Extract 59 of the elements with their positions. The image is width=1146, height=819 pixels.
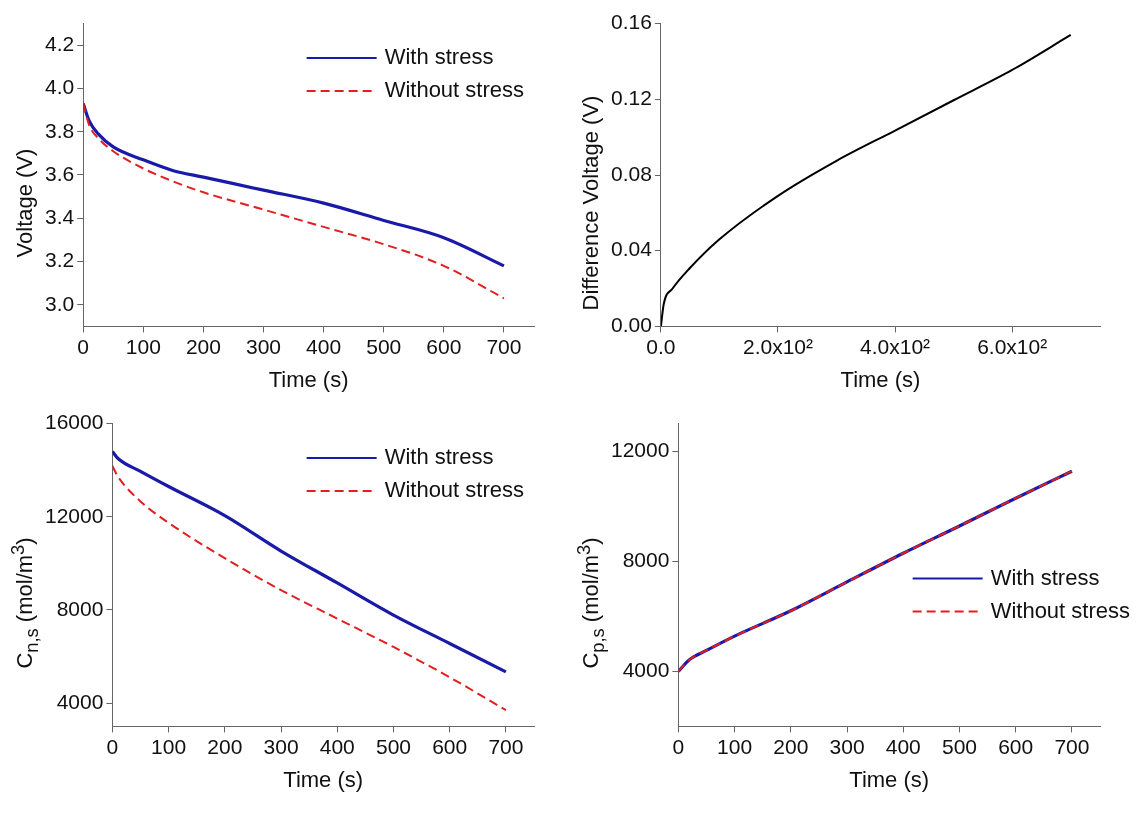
y-tick-label: 12000: [610, 437, 670, 461]
x-tick-label: 300: [263, 734, 299, 758]
y-tick-label: 4000: [622, 658, 670, 682]
x-tick-label: 600: [426, 334, 462, 358]
x-tick-label: 0: [77, 334, 90, 358]
x-axis-title: Time (s): [268, 366, 349, 392]
legend-label: Without stress: [384, 477, 525, 503]
y-tick-label: 0.00: [611, 313, 652, 337]
x-tick-label: 400: [306, 334, 342, 358]
y-tick-label: 0.08: [611, 161, 652, 185]
y-tick-label: 4.0: [44, 75, 75, 99]
x-tick-label: 4.0x10²: [860, 334, 931, 358]
y-tick-label: 4000: [56, 689, 104, 713]
x-tick-label: 500: [941, 734, 977, 758]
y-tick-label: 4.2: [44, 32, 75, 56]
x-tick-label: 6.0x10²: [977, 334, 1048, 358]
x-tick-label: 0: [672, 734, 685, 758]
y-tick-label: 3.6: [44, 161, 75, 185]
x-tick-label: 400: [319, 734, 355, 758]
legend-label: With stress: [384, 44, 494, 70]
x-tick-label: 100: [125, 334, 161, 358]
legend-label: With stress: [384, 444, 494, 470]
x-tick-label: 700: [486, 334, 522, 358]
y-tick-label: 3.0: [44, 291, 75, 315]
y-tick-label: 0.16: [611, 10, 652, 34]
x-tick-label: 300: [245, 334, 282, 358]
x-axis-title: Time (s): [849, 766, 930, 792]
x-tick-label: 200: [185, 334, 221, 358]
y-tick-label: 8000: [622, 548, 670, 572]
y-tick-label: 12000: [44, 503, 104, 527]
x-tick-label: 500: [375, 734, 411, 758]
x-tick-label: 700: [1054, 734, 1090, 758]
y-axis-title: Voltage (V): [12, 148, 38, 258]
y-tick-label: 3.2: [44, 248, 75, 272]
x-tick-label: 500: [366, 334, 402, 358]
legend-label: Without stress: [384, 77, 525, 103]
x-tick-label: 200: [773, 734, 809, 758]
x-tick-label: 700: [488, 734, 524, 758]
y-tick-label: 0.04: [611, 237, 653, 261]
y-tick-label: 16000: [44, 410, 104, 434]
x-tick-label: 0.0: [646, 334, 676, 358]
legend-label: Without stress: [990, 597, 1131, 623]
y-tick-label: 8000: [56, 596, 104, 620]
x-tick-label: 2.0x10²: [742, 334, 813, 358]
x-axis-title: Time (s): [840, 366, 921, 392]
y-axis-title: Difference Voltage (V): [578, 95, 604, 311]
x-tick-label: 100: [151, 734, 187, 758]
legend-label: With stress: [990, 564, 1100, 590]
x-tick-label: 100: [717, 734, 753, 758]
x-tick-label: 200: [207, 734, 243, 758]
y-tick-label: 3.8: [44, 118, 75, 142]
x-tick-label: 0: [106, 734, 119, 758]
x-tick-label: 600: [432, 734, 468, 758]
y-tick-label: 0.12: [611, 86, 652, 110]
x-tick-label: 300: [829, 734, 865, 758]
x-tick-label: 400: [885, 734, 921, 758]
y-tick-label: 3.4: [44, 205, 75, 229]
x-axis-title: Time (s): [283, 766, 364, 792]
x-tick-label: 600: [998, 734, 1034, 758]
